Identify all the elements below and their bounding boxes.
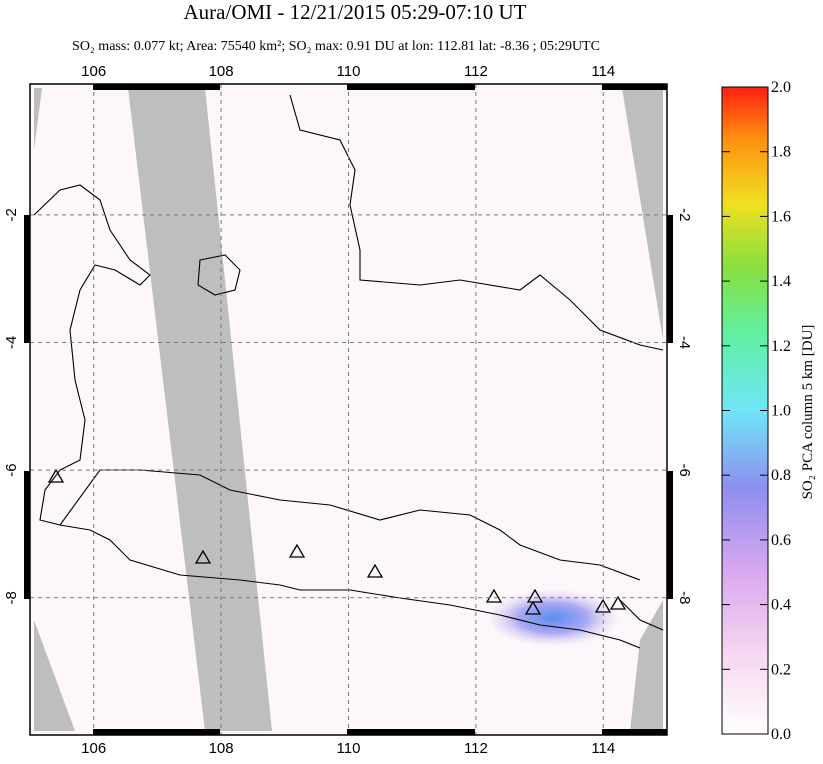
y-tick-label: -6	[676, 463, 693, 476]
x-tick-label: 106	[81, 740, 106, 757]
y-tick-label: -2	[3, 208, 20, 221]
colorbar-tick-label: 1.6	[771, 208, 791, 225]
y-tick-label: -4	[3, 336, 20, 349]
colorbar-tick-label: 1.8	[771, 144, 791, 161]
no-data-swath	[630, 600, 663, 731]
colorbar-tick-label: 0.2	[771, 661, 791, 678]
coastlines	[33, 94, 664, 649]
so2-plume	[490, 588, 630, 648]
colorbar-tick-label: 0.8	[771, 467, 791, 484]
y-tick-label: -4	[676, 336, 693, 349]
map-area	[24, 83, 673, 736]
colorbar-tick-label: 0.0	[771, 726, 791, 743]
no-data-swath	[622, 88, 663, 340]
x-tick-label: 112	[464, 63, 488, 80]
colorbar-tick-label: 1.0	[771, 403, 791, 420]
x-tick-label: 112	[464, 740, 488, 757]
no-data-swath	[34, 620, 75, 731]
y-tick-label: -2	[676, 208, 693, 221]
x-tick-label: 110	[337, 63, 361, 80]
colorbar-tick-label: 1.2	[771, 338, 791, 355]
y-tick-label: -8	[676, 591, 693, 604]
grid	[30, 84, 667, 735]
no-data-swath	[128, 88, 272, 731]
x-tick-label: 108	[209, 740, 234, 757]
colorbar-tick-label: 1.4	[771, 273, 791, 290]
x-tick-label: 114	[591, 740, 615, 757]
x-tick-label: 106	[81, 63, 106, 80]
x-tick-label: 108	[209, 63, 234, 80]
x-tick-label: 110	[337, 740, 361, 757]
no-data-swath	[34, 88, 42, 150]
subtitle: SO₂ mass: 0.077 kt; Area: 75540 km²; SO₂…	[72, 39, 600, 54]
colorbar-tick-label: 0.6	[771, 532, 791, 549]
y-tick-label: -8	[3, 591, 20, 604]
colorbar-tick-label: 2.0	[771, 79, 791, 96]
frame-bars	[24, 84, 673, 735]
volcano-markers	[47, 468, 627, 615]
y-tick-label: -6	[3, 463, 20, 476]
title: Aura/OMI - 12/21/2015 05:29-07:10 UT	[184, 0, 527, 24]
x-tick-label: 114	[591, 63, 615, 80]
colorbar-tick-label: 0.4	[771, 597, 791, 614]
map-frame	[29, 83, 668, 736]
colorbar-label: SO₂ PCA column 5 km [DU]	[800, 325, 816, 500]
